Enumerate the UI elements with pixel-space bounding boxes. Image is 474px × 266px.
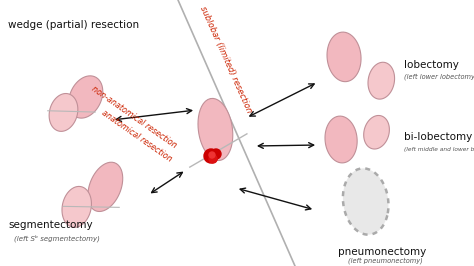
- Text: non-anatomical resection: non-anatomical resection: [90, 84, 179, 150]
- Circle shape: [204, 149, 218, 163]
- Circle shape: [209, 152, 215, 158]
- Polygon shape: [343, 168, 389, 235]
- Text: (left lower lobectomy): (left lower lobectomy): [404, 74, 474, 81]
- Text: (left pneumonectomy): (left pneumonectomy): [348, 258, 423, 264]
- Polygon shape: [198, 98, 233, 160]
- Polygon shape: [364, 115, 389, 149]
- Text: sublobar (limited) resection: sublobar (limited) resection: [198, 5, 254, 115]
- Text: (left middle and lower bi-lobectomy): (left middle and lower bi-lobectomy): [404, 147, 474, 152]
- Text: anatomical resection: anatomical resection: [100, 109, 174, 164]
- Polygon shape: [49, 94, 78, 131]
- Text: segmentectomy: segmentectomy: [8, 220, 92, 230]
- Polygon shape: [325, 116, 357, 163]
- Polygon shape: [69, 76, 103, 118]
- Text: wedge (partial) resection: wedge (partial) resection: [8, 20, 139, 30]
- Text: (left Sᵇ segmentectomy): (left Sᵇ segmentectomy): [14, 234, 100, 242]
- Text: bi-lobectomy: bi-lobectomy: [404, 132, 472, 142]
- Text: lobectomy: lobectomy: [404, 60, 459, 70]
- Polygon shape: [327, 32, 361, 82]
- Polygon shape: [368, 62, 394, 99]
- Text: pneumonectomy: pneumonectomy: [338, 247, 426, 257]
- Circle shape: [209, 155, 217, 163]
- Circle shape: [211, 149, 221, 159]
- Polygon shape: [88, 162, 123, 211]
- Polygon shape: [62, 186, 91, 227]
